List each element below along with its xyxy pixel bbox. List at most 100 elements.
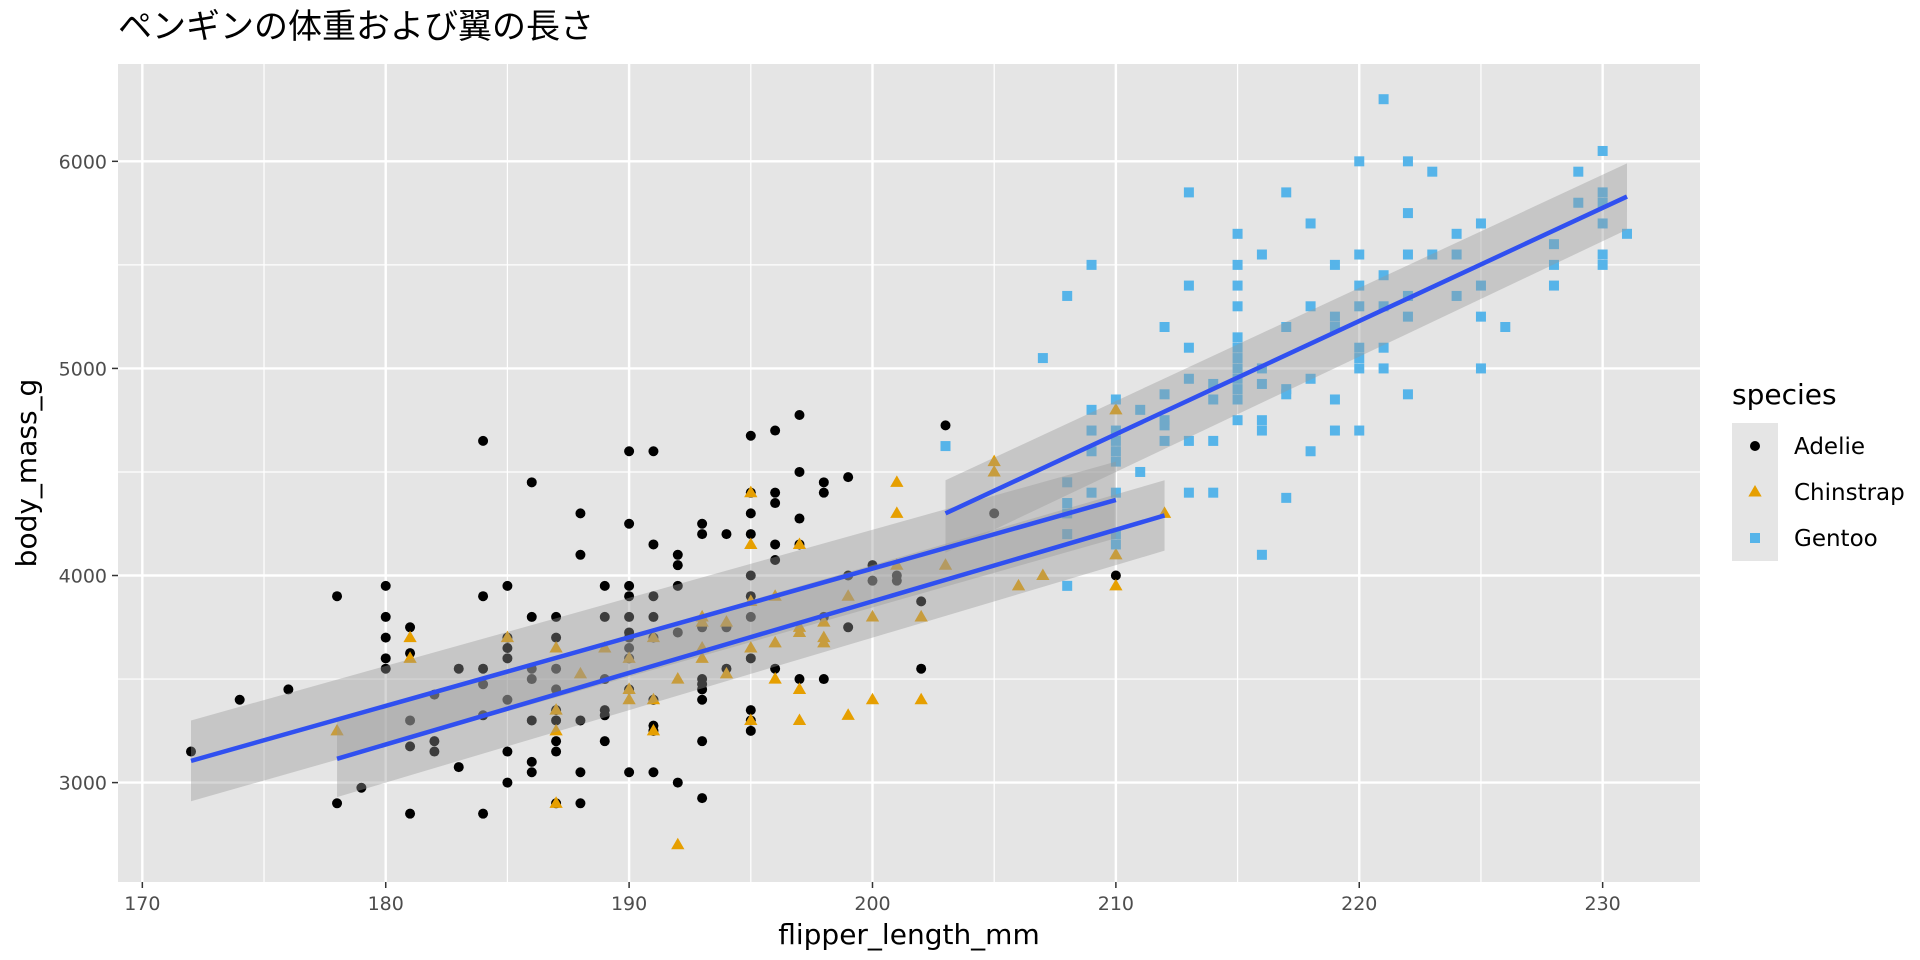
point-chinstrap [987,464,1001,477]
point-adelie [405,715,416,726]
point-chinstrap [890,506,904,518]
point-gentoo [1256,549,1267,560]
point-adelie [1110,570,1121,581]
point-adelie [478,435,489,446]
point-adelie [794,674,805,685]
point-chinstrap [841,589,855,601]
point-adelie [599,611,610,622]
point-gentoo [1354,156,1365,167]
point-gentoo [1086,446,1097,457]
point-gentoo [1402,156,1413,167]
point-gentoo [1378,301,1389,312]
point-chinstrap [646,630,661,643]
point-adelie [672,777,683,788]
point-gentoo [1256,249,1267,260]
point-adelie [770,498,781,509]
x-tick-label: 180 [368,893,404,915]
point-adelie [745,705,756,716]
y-tick-label: 4000 [59,566,107,588]
point-gentoo [1305,301,1316,312]
point-adelie [502,746,513,757]
legend-marker-adelie [1750,441,1760,451]
point-chinstrap [938,558,953,570]
point-adelie [770,554,781,565]
point-adelie [745,653,756,664]
point-gentoo [1232,301,1243,312]
point-gentoo [1427,249,1438,260]
point-adelie [478,591,489,602]
point-chinstrap [622,682,636,694]
point-adelie [599,736,610,747]
y-axis-title: body_mass_g [10,379,43,568]
point-gentoo [1329,394,1340,405]
point-gentoo [1354,280,1365,291]
point-adelie [526,715,537,726]
point-gentoo [1110,529,1121,540]
point-adelie [575,508,586,519]
point-adelie [502,777,513,788]
x-tick-label: 230 [1585,893,1621,915]
point-gentoo [1232,228,1243,239]
point-chinstrap [865,692,880,705]
point-gentoo [1354,249,1365,260]
point-gentoo [1548,259,1559,270]
point-gentoo [1159,322,1170,333]
point-chinstrap [987,454,1001,467]
point-gentoo [1110,394,1121,405]
point-gentoo [1183,280,1194,291]
point-gentoo [1354,342,1365,353]
point-gentoo [1110,425,1121,436]
point-gentoo [1281,492,1292,503]
point-gentoo [1110,487,1121,498]
point-adelie [843,622,854,633]
point-gentoo [1159,415,1170,426]
point-gentoo [1256,425,1267,436]
point-chinstrap [671,672,685,684]
point-adelie [624,518,635,529]
legend-marker-chinstrap [1748,485,1762,497]
point-adelie [624,642,635,653]
point-adelie [186,746,197,757]
point-adelie [697,674,708,685]
point-chinstrap [768,672,782,684]
trend-lines [190,194,1628,764]
point-adelie [940,420,951,431]
point-gentoo [1110,539,1121,550]
point-adelie [624,611,635,622]
point-gentoo [1378,94,1389,105]
point-chinstrap [744,640,758,653]
point-chinstrap [890,475,904,487]
point-adelie [526,477,537,488]
x-tick-label: 190 [611,893,647,915]
point-adelie [478,679,489,690]
legend-item-adelie: Adelie [1750,434,1865,460]
point-adelie [989,508,1000,519]
point-gentoo [1232,342,1243,353]
point-gentoo [1597,249,1608,260]
point-gentoo [1329,311,1340,322]
point-gentoo [1037,353,1048,364]
point-gentoo [1597,197,1608,208]
point-gentoo [1597,145,1608,156]
point-chinstrap [1109,547,1123,560]
point-chinstrap [1036,568,1050,581]
point-adelie [770,487,781,498]
point-adelie [648,611,659,622]
confidence-band-gentoo [945,163,1627,553]
point-adelie [405,622,416,633]
point-chinstrap [817,630,831,643]
point-gentoo [1427,166,1438,177]
point-gentoo [1451,290,1462,301]
point-adelie [624,580,635,591]
point-gentoo [1354,301,1365,312]
point-gentoo [1281,187,1292,198]
point-adelie [794,466,805,477]
point-gentoo [1402,208,1413,219]
point-adelie [648,446,659,457]
point-adelie [551,632,562,643]
point-adelie [575,767,586,778]
point-gentoo [1475,280,1486,291]
point-gentoo [1378,270,1389,281]
y-tick-label: 3000 [59,773,107,795]
